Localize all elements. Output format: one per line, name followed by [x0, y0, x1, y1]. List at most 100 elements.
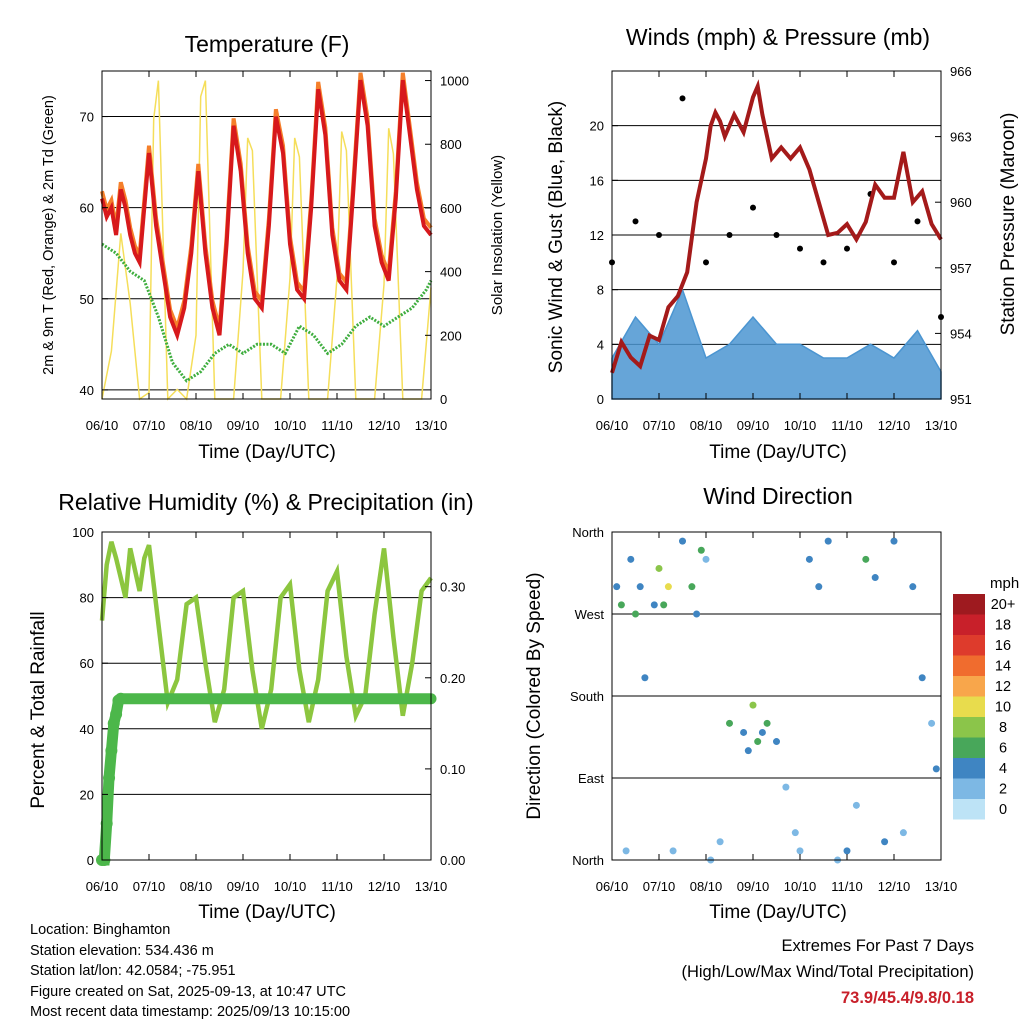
- temperature-title: Temperature (F): [185, 31, 350, 57]
- x-tick-label: 06/10: [86, 879, 119, 894]
- x-tick-label: 13/10: [415, 879, 448, 894]
- y2-tick-label: 966: [950, 64, 972, 79]
- x-tick-label: 06/10: [86, 418, 119, 433]
- temperature-axes: 40 50 60 70 0 200 400 600 800 1000 06/10 07/10 08/10…: [80, 71, 469, 433]
- legend-label: 4: [999, 761, 1007, 777]
- legend-swatch: [953, 799, 985, 820]
- y-tick-label: North: [572, 525, 604, 540]
- y-tick-label: 0: [87, 853, 94, 868]
- y-tick-label: 40: [80, 722, 94, 737]
- direction-point: [899, 829, 907, 837]
- direction-point: [617, 601, 625, 609]
- y2-tick-label: 800: [440, 137, 462, 152]
- direction-point: [744, 747, 752, 755]
- x-tick-label: 13/10: [415, 418, 448, 433]
- legend-label: 20+: [991, 597, 1016, 613]
- direction-point: [932, 765, 940, 773]
- precipitation-point: [100, 817, 113, 830]
- direction-point: [758, 728, 766, 736]
- legend-swatch: [953, 614, 985, 635]
- y-tick-label: 70: [80, 110, 94, 125]
- direction-point: [881, 838, 889, 846]
- x-tick-label: 11/10: [831, 879, 863, 894]
- y-tick-label: 20: [80, 787, 94, 802]
- direction-point: [824, 537, 832, 545]
- gust-point: [679, 95, 686, 102]
- legend-label: 16: [995, 638, 1011, 654]
- y2-tick-label: 0.00: [440, 853, 465, 868]
- legend-label: 6: [999, 741, 1007, 757]
- precipitation-point: [107, 717, 120, 730]
- gust-point: [773, 232, 780, 238]
- relative-humidity-line: [99, 541, 433, 730]
- legend-label: 12: [995, 679, 1011, 695]
- y2-tick-label: 960: [950, 195, 972, 210]
- legend-swatch: [953, 758, 985, 779]
- y2-tick-label: 963: [950, 130, 972, 145]
- y2-tick-label: 0.10: [440, 762, 465, 777]
- direction-point: [613, 583, 621, 591]
- winds-series: [609, 79, 944, 400]
- temperature-panel: Temperature (F) 40 50 60 70 0 200 400 600 800 100…: [41, 31, 506, 463]
- y2-tick-label: 400: [440, 265, 462, 280]
- x-tick-label: 10/10: [784, 418, 817, 433]
- humidity-plot-frame: [101, 531, 432, 861]
- direction-point: [655, 564, 663, 572]
- y-tick-label: 80: [80, 591, 94, 606]
- station-latlon: Station lat/lon: 42.0584; -75.951: [30, 963, 236, 979]
- y-tick-label: 12: [590, 228, 604, 243]
- y-tick-label: 20: [590, 119, 604, 134]
- gust-point: [914, 218, 921, 225]
- station-elevation: Station elevation: 534.436 m: [30, 942, 214, 959]
- x-tick-label: 12/10: [368, 418, 401, 433]
- x-tick-label: 10/10: [274, 879, 307, 894]
- y-tick-label: 8: [597, 283, 604, 298]
- gust-point: [891, 259, 897, 266]
- y-tick-label: 60: [80, 656, 94, 671]
- x-tick-label: 12/10: [878, 879, 911, 894]
- legend-swatch: [953, 717, 985, 738]
- direction-point: [763, 719, 771, 727]
- humidity-panel: Relative Humidity (%) & Precipitation (i…: [28, 489, 474, 923]
- y-tick-label: 0: [597, 392, 604, 407]
- y2-tick-label: 600: [440, 201, 462, 216]
- gust-point: [726, 232, 733, 238]
- direction-point: [754, 738, 762, 746]
- legend-swatch: [953, 635, 985, 656]
- direction-point: [726, 719, 733, 727]
- temperature-series: [100, 72, 433, 401]
- temperature-y2label: Solar Insolation (Yellow): [489, 155, 506, 315]
- x-tick-label: 13/10: [925, 879, 958, 894]
- direction-point: [928, 719, 936, 727]
- direction-point: [782, 783, 790, 791]
- x-tick-label: 10/10: [784, 879, 817, 894]
- x-tick-label: 12/10: [368, 879, 401, 894]
- winds-panel: Winds (mph) & Pressure (mb) 0 4 8 12 16 20 951…: [546, 24, 1019, 463]
- direction-point: [716, 838, 724, 846]
- y-tick-label: 40: [80, 383, 94, 398]
- y2-tick-label: 954: [950, 326, 972, 341]
- gust-point: [656, 232, 662, 238]
- direction-point: [773, 738, 780, 746]
- winds-axes: 0 4 8 12 16 20 951 954 957 960 963 966 06/10 07/10 08/…: [590, 64, 972, 433]
- temperature-ylabel: 2m & 9m T (Red, Orange) & 2m Td (Green): [41, 95, 57, 375]
- direction-point: [843, 847, 851, 855]
- precipitation-point: [114, 692, 127, 705]
- x-tick-label: 06/10: [596, 418, 629, 433]
- direction-point: [890, 537, 898, 545]
- temperature-plot-frame: [101, 70, 432, 400]
- precipitation-point: [110, 708, 123, 721]
- x-tick-label: 11/10: [321, 879, 353, 894]
- humidity-title: Relative Humidity (%) & Precipitation (i…: [58, 489, 473, 515]
- direction-point: [632, 610, 639, 618]
- direction-title: Wind Direction: [703, 483, 853, 509]
- x-tick-label: 07/10: [133, 879, 166, 894]
- x-tick-label: 10/10: [274, 418, 307, 433]
- x-tick-label: 09/10: [737, 418, 770, 433]
- legend-label: 18: [995, 618, 1011, 634]
- legend-swatch: [953, 778, 985, 799]
- direction-point: [805, 555, 813, 563]
- direction-point: [702, 555, 710, 563]
- direction-point: [852, 801, 860, 809]
